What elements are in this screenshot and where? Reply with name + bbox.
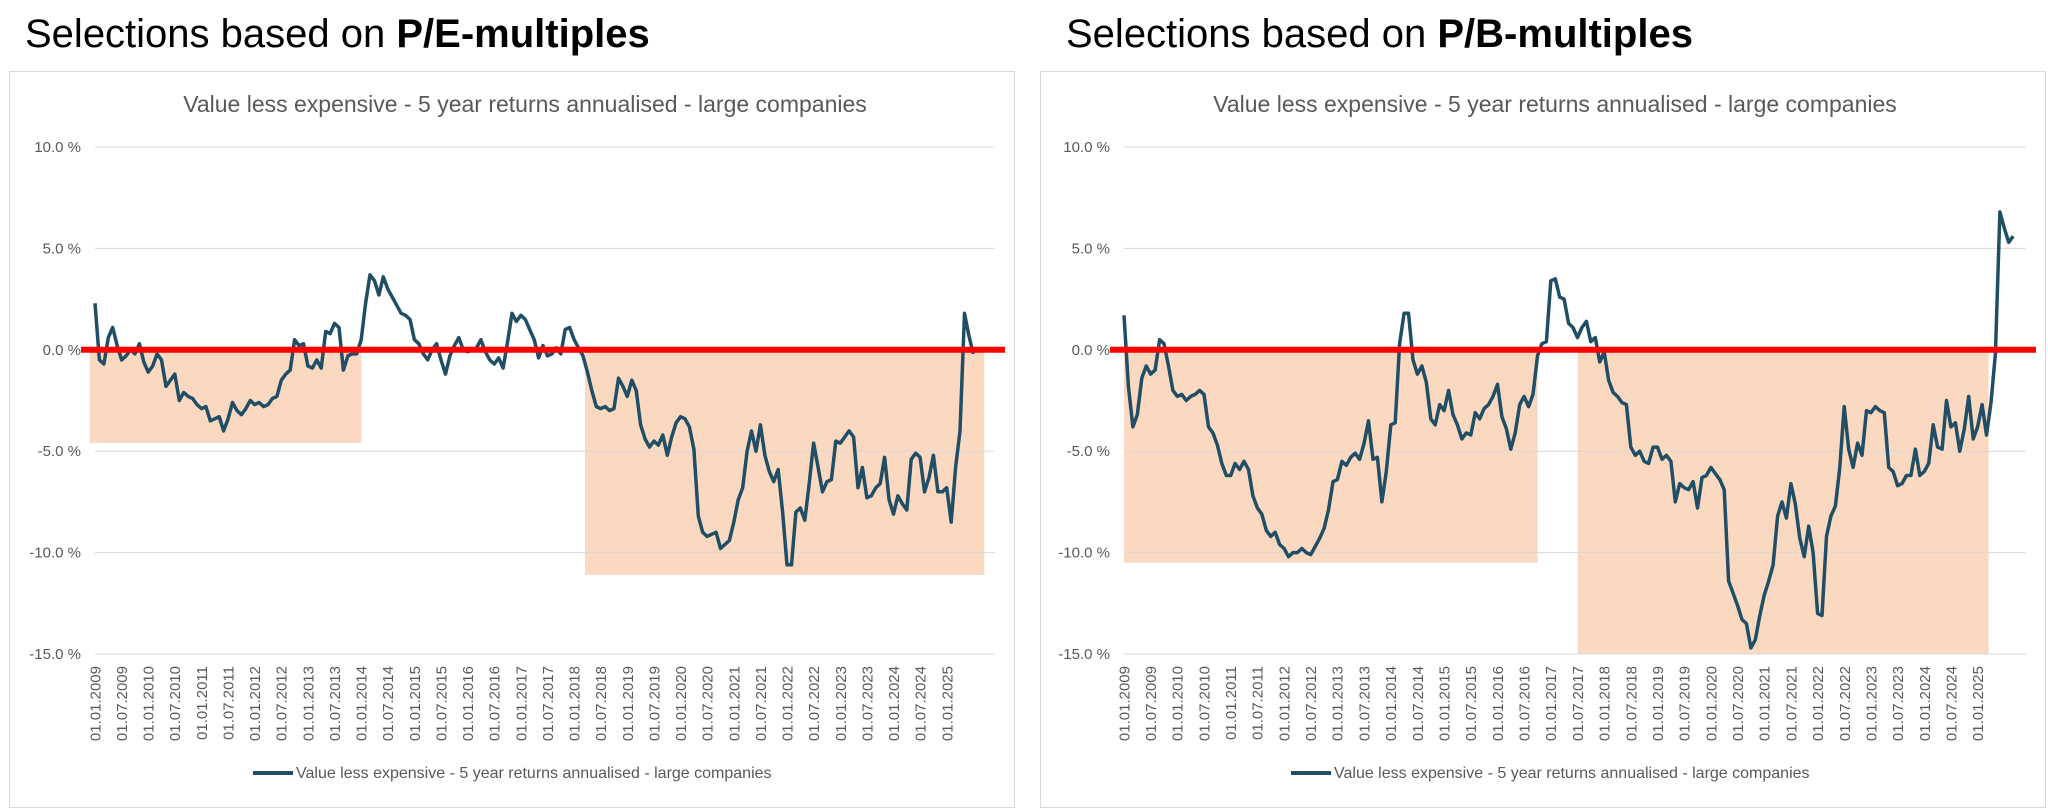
pb-y-tick-label: 10.0 % bbox=[1063, 139, 1110, 156]
pb-x-tick-label: 01.07.2024 bbox=[1944, 666, 1961, 741]
pe-x-tick-label: 01.07.2017 bbox=[540, 666, 557, 741]
pb-heading-bold: P/B-multiples bbox=[1437, 12, 1693, 56]
pb-y-tick-label: -5.0 % bbox=[1067, 443, 1110, 460]
pb-x-tick-label: 01.07.2022 bbox=[1837, 666, 1854, 741]
pe-x-tick-label: 01.01.2015 bbox=[407, 666, 424, 741]
pb-x-tick-label: 01.07.2018 bbox=[1623, 666, 1640, 741]
pe-chart: Value less expensive - 5 year returns an… bbox=[29, 91, 1005, 782]
pe-x-tick-label: 01.07.2010 bbox=[167, 666, 184, 741]
pe-x-tick-label: 01.01.2017 bbox=[513, 666, 530, 741]
pe-x-tick-label: 01.07.2022 bbox=[806, 666, 823, 741]
pb-x-tick-label: 01.01.2013 bbox=[1330, 666, 1347, 741]
pb-x-tick-label: 01.01.2009 bbox=[1116, 666, 1133, 741]
pe-x-tick-label: 01.07.2013 bbox=[327, 666, 344, 741]
pe-x-tick-label: 01.01.2021 bbox=[726, 666, 743, 741]
pb-x-tick-label: 01.07.2010 bbox=[1196, 666, 1213, 741]
pe-x-tick-label: 01.01.2025 bbox=[939, 666, 956, 741]
pe-y-tick-label: 10.0 % bbox=[34, 139, 81, 156]
pb-x-tick-label: 01.07.2016 bbox=[1517, 666, 1534, 741]
pb-x-tick-label: 01.01.2022 bbox=[1810, 666, 1827, 741]
pe-x-tick-label: 01.01.2022 bbox=[780, 666, 797, 741]
pb-x-tick-label: 01.07.2012 bbox=[1303, 666, 1320, 741]
pb-y-tick-label: -10.0 % bbox=[1058, 545, 1110, 562]
pe-x-tick-label: 01.07.2014 bbox=[380, 666, 397, 741]
pe-x-tick-label: 01.01.2012 bbox=[247, 666, 264, 741]
pe-x-tick-label: 01.07.2012 bbox=[274, 666, 291, 741]
pb-x-tick-label: 01.01.2012 bbox=[1276, 666, 1293, 741]
pb-series-line bbox=[1122, 210, 2015, 650]
pe-x-tick-label: 01.07.2011 bbox=[220, 666, 237, 740]
pe-x-tick-label: 01.07.2020 bbox=[700, 666, 717, 741]
pb-heading-prefix: Selections based on bbox=[1066, 12, 1438, 56]
pe-series-line bbox=[93, 273, 976, 567]
pb-y-tick-label: 5.0 % bbox=[1072, 240, 1110, 257]
pe-x-tick-label: 01.01.2013 bbox=[300, 666, 317, 741]
pb-x-tick-label: 01.01.2015 bbox=[1436, 666, 1453, 741]
pb-x-tick-label: 01.07.2014 bbox=[1410, 666, 1427, 741]
pe-heading-bold: P/E-multiples bbox=[396, 12, 650, 56]
pb-y-tick-label: -15.0 % bbox=[1058, 646, 1110, 663]
pe-x-tick-label: 01.01.2020 bbox=[673, 666, 690, 741]
pb-heading: Selections based on P/B-multiples bbox=[1066, 12, 1693, 57]
pe-x-tick-label: 01.01.2023 bbox=[833, 666, 850, 741]
pe-x-tick-label: 01.01.2018 bbox=[567, 666, 584, 741]
pe-x-tick-label: 01.07.2021 bbox=[753, 666, 770, 741]
pb-x-tick-label: 01.01.2018 bbox=[1597, 666, 1614, 741]
pe-x-tick-label: 01.01.2009 bbox=[87, 666, 104, 741]
pe-x-tick-label: 01.07.2023 bbox=[859, 666, 876, 741]
pe-y-tick-label: -15.0 % bbox=[29, 646, 81, 663]
pe-chart-title: Value less expensive - 5 year returns an… bbox=[183, 91, 867, 117]
pb-x-tick-label: 01.01.2011 bbox=[1223, 666, 1240, 740]
pe-heading-prefix: Selections based on bbox=[25, 12, 397, 56]
pe-y-tick-label: -10.0 % bbox=[29, 545, 81, 562]
pb-x-tick-label: 01.07.2023 bbox=[1890, 666, 1907, 741]
pb-shaded-region-1 bbox=[1124, 349, 1538, 563]
pe-legend-label: Value less expensive - 5 year returns an… bbox=[296, 765, 772, 782]
pe-y-tick-label: 5.0 % bbox=[43, 240, 81, 257]
pe-x-tick-label: 01.01.2019 bbox=[620, 666, 637, 741]
pe-x-tick-label: 01.01.2024 bbox=[886, 666, 903, 741]
pe-x-tick-label: 01.07.2024 bbox=[913, 666, 930, 741]
pe-x-tick-label: 01.01.2014 bbox=[354, 666, 371, 741]
pe-x-tick-label: 01.07.2016 bbox=[487, 666, 504, 741]
pb-x-tick-label: 01.01.2020 bbox=[1703, 666, 1720, 741]
pb-x-tick-label: 01.01.2023 bbox=[1863, 666, 1880, 741]
pb-x-tick-label: 01.07.2019 bbox=[1677, 666, 1694, 741]
pe-x-tick-label: 01.01.2011 bbox=[194, 666, 211, 740]
pe-y-tick-label: 0.0 % bbox=[43, 342, 81, 359]
pb-x-tick-label: 01.01.2021 bbox=[1757, 666, 1774, 741]
pe-x-tick-label: 01.07.2019 bbox=[646, 666, 663, 741]
pb-x-tick-label: 01.01.2017 bbox=[1543, 666, 1560, 741]
pb-x-tick-label: 01.07.2009 bbox=[1143, 666, 1160, 741]
pb-chart-panel: Value less expensive - 5 year returns an… bbox=[1040, 71, 2046, 808]
pe-x-tick-label: 01.01.2010 bbox=[141, 666, 158, 741]
pb-x-tick-label: 01.01.2010 bbox=[1170, 666, 1187, 741]
pb-chart: Value less expensive - 5 year returns an… bbox=[1058, 91, 2036, 782]
pb-x-tick-label: 01.01.2025 bbox=[1970, 666, 1987, 741]
pb-x-tick-label: 01.07.2015 bbox=[1463, 666, 1480, 741]
pb-x-tick-label: 01.07.2020 bbox=[1730, 666, 1747, 741]
pe-x-tick-label: 01.07.2009 bbox=[114, 666, 131, 741]
pb-x-tick-label: 01.01.2024 bbox=[1917, 666, 1934, 741]
pb-x-tick-label: 01.01.2019 bbox=[1650, 666, 1667, 741]
pb-x-tick-label: 01.07.2021 bbox=[1783, 666, 1800, 741]
pe-x-tick-label: 01.01.2016 bbox=[460, 666, 477, 741]
pb-chart-title: Value less expensive - 5 year returns an… bbox=[1213, 91, 1897, 117]
pb-x-tick-label: 01.01.2014 bbox=[1383, 666, 1400, 741]
pb-legend-label: Value less expensive - 5 year returns an… bbox=[1334, 765, 1810, 782]
pe-heading: Selections based on P/E-multiples bbox=[25, 12, 650, 57]
pb-y-tick-label: 0.0 % bbox=[1072, 342, 1110, 359]
pe-chart-panel: Value less expensive - 5 year returns an… bbox=[9, 71, 1015, 808]
pe-y-tick-label: -5.0 % bbox=[38, 443, 81, 460]
pe-x-tick-label: 01.07.2015 bbox=[433, 666, 450, 741]
pb-x-tick-label: 01.07.2017 bbox=[1570, 666, 1587, 741]
pb-x-tick-label: 01.07.2013 bbox=[1356, 666, 1373, 741]
pb-x-tick-label: 01.07.2011 bbox=[1250, 666, 1267, 740]
pb-x-tick-label: 01.01.2016 bbox=[1490, 666, 1507, 741]
pe-x-tick-label: 01.07.2018 bbox=[593, 666, 610, 741]
